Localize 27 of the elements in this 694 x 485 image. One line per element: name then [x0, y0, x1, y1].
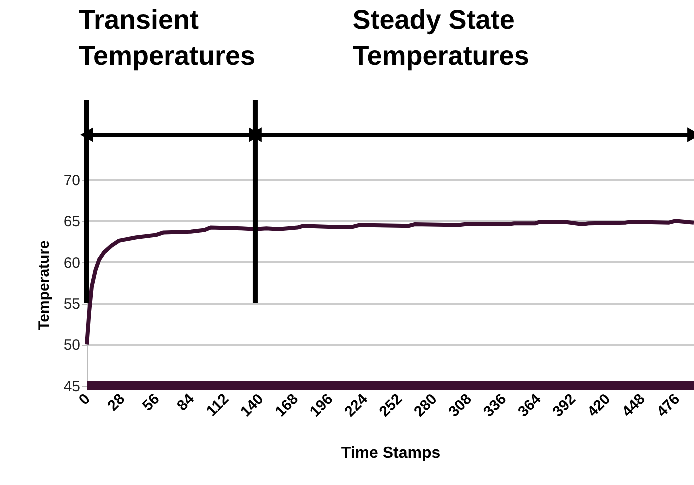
x-tick-label: 448 [619, 390, 649, 421]
x-tick-label: 420 [584, 390, 614, 421]
x-axis-title: Time Stamps [341, 444, 441, 462]
x-tick-label: 224 [342, 390, 372, 421]
x-tick-label: 280 [411, 390, 441, 421]
y-tick-label: 65 [64, 214, 80, 231]
y-tick-label: 55 [64, 296, 80, 314]
y-axis-title: Temperature [36, 240, 53, 330]
x-tick-label: 28 [104, 390, 129, 415]
x-tick-label: 56 [139, 390, 164, 415]
x-tick-label: 196 [306, 390, 337, 421]
line-series [85, 219, 694, 347]
x-tick-label: 476 [654, 390, 684, 421]
x-tick-label: 84 [174, 390, 198, 415]
text: Transient Temperatures [79, 5, 256, 71]
y-tick-label: 50 [64, 337, 80, 354]
x-tick-label: 308 [446, 390, 476, 421]
x-tick-label: 336 [480, 390, 510, 421]
x-tick-label: 168 [272, 390, 302, 421]
y-tick-label: 60 [64, 254, 80, 272]
x-tick-label: 140 [238, 390, 268, 421]
x-tick-label: 364 [515, 390, 546, 421]
text: Steady State Temperatures [352, 5, 530, 71]
x-tick-label: 112 [203, 390, 233, 420]
x-tick-label: 252 [376, 390, 406, 421]
x-tick-label: 392 [550, 390, 580, 421]
y-tick-label: 70 [64, 172, 80, 190]
